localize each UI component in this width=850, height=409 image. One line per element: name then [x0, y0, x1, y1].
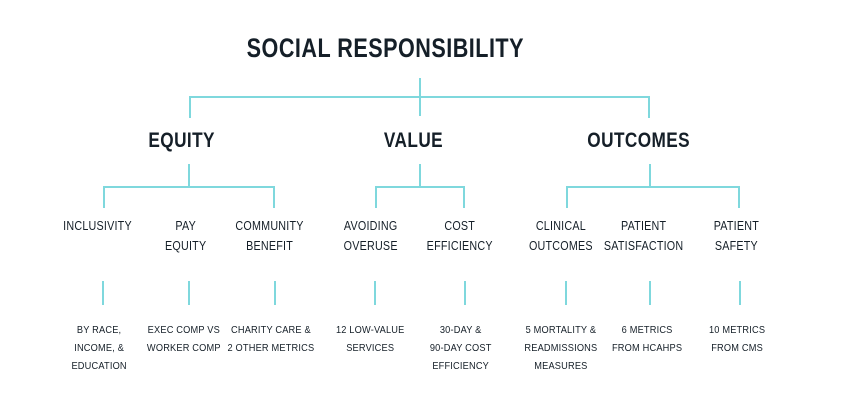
- metric-detail-clinical-outcomes: 5 MORTALITY & READMISSIONS MEASURES: [524, 324, 598, 373]
- connector-value-stem: [419, 164, 421, 188]
- connector-tick-cost-efficiency: [464, 281, 466, 305]
- metric-detail-patient-satisfaction: 6 METRICS FROM HCAHPS: [611, 324, 683, 355]
- subcategory-clinical-outcomes: CLINICAL OUTCOMES: [528, 219, 593, 254]
- connector-equity-stem: [188, 164, 190, 188]
- branch-label-value: VALUE: [383, 129, 444, 152]
- metric-detail-patient-safety: 10 METRICS FROM CMS: [708, 324, 766, 355]
- subcategory-patient-safety: PATIENT SAFETY: [713, 219, 760, 254]
- subcategory-cost-efficiency: COST EFFICIENCY: [426, 219, 493, 254]
- metric-detail-inclusivity: BY RACE, INCOME, & EDUCATION: [71, 324, 127, 373]
- connector-tick-patient-safety: [739, 281, 741, 305]
- diagram-title: SOCIAL RESPONSIBILITY: [246, 33, 524, 63]
- metric-detail-avoiding-overuse: 12 LOW-VALUE SERVICES: [335, 324, 405, 355]
- subcategory-inclusivity: INCLUSIVITY: [63, 219, 132, 233]
- connector-tick-clinical-outcomes: [565, 281, 567, 305]
- branch-label-outcomes: OUTCOMES: [587, 129, 691, 152]
- branch-label-equity: EQUITY: [148, 129, 215, 152]
- metric-detail-community-benefit: CHARITY CARE & 2 OTHER METRICS: [227, 324, 315, 355]
- connector-tick-inclusivity: [102, 281, 104, 305]
- connector-tick-patient-satisfaction: [649, 281, 651, 305]
- metric-detail-cost-efficiency: 30-DAY & 90-DAY COST EFFICIENCY: [429, 324, 492, 373]
- connector-outcomes-bracket: [566, 186, 740, 208]
- connector-tick-pay-equity: [188, 281, 190, 305]
- connector-tier1-bracket: [189, 96, 650, 118]
- connector-tick-avoiding-overuse: [374, 281, 376, 305]
- subcategory-patient-satisfaction: PATIENT SATISFACTION: [603, 219, 684, 254]
- subcategory-avoiding-overuse: AVOIDING OVERUSE: [343, 219, 398, 254]
- subcategory-pay-equity: PAY EQUITY: [165, 219, 207, 254]
- subcategory-community-benefit: COMMUNITY BENEFIT: [235, 219, 304, 254]
- connector-outcomes-stem: [649, 164, 651, 188]
- connector-tick-community-benefit: [274, 281, 276, 305]
- connector-value-bracket: [375, 186, 465, 208]
- metric-detail-pay-equity: EXEC COMP VS WORKER COMP: [146, 324, 221, 355]
- connector-equity-bracket: [103, 186, 275, 208]
